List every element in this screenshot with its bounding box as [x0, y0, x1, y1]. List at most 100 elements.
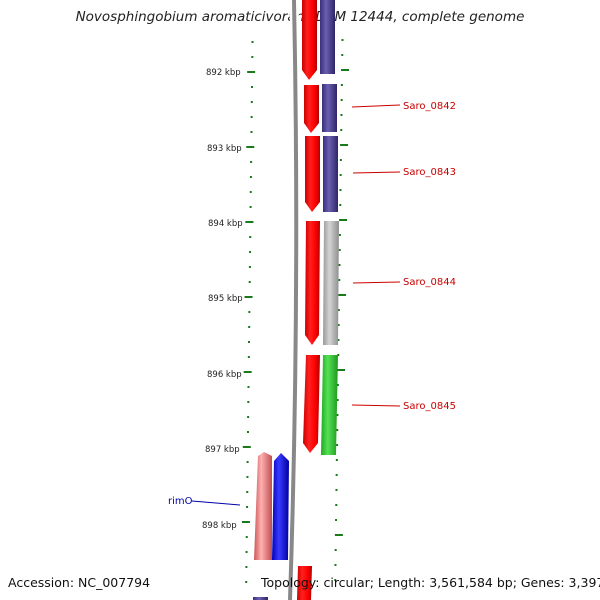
gene-feature-pink-rimo[interactable] — [254, 452, 272, 560]
scale-tick-left-27 — [242, 446, 251, 448]
scale-tick-right-11 — [339, 204, 342, 206]
scale-tick-left-32 — [241, 521, 250, 523]
scale-tick-right-22 — [337, 369, 346, 371]
scale-tick-left-34 — [245, 551, 248, 553]
scale-tick-left-24 — [247, 401, 250, 403]
scale-tick-left-9 — [249, 176, 252, 178]
gene-feature-reverse-saro-0842[interactable] — [322, 84, 337, 132]
scale-tick-right-7 — [340, 144, 349, 146]
scale-label-897: 897 kbp — [205, 445, 240, 455]
scale-tick-right-34 — [334, 549, 337, 551]
scale-tick-left-8 — [250, 161, 253, 163]
scale-label-895: 895 kbp — [208, 294, 243, 304]
gene-feature-forward-saro-0845[interactable] — [303, 355, 320, 453]
rimo-region-features — [253, 452, 289, 600]
scale-tick-right-27 — [336, 444, 339, 446]
scale-tick-left-13 — [249, 236, 252, 238]
genome-backbone — [285, 0, 301, 600]
scale-tick-right-16 — [338, 279, 341, 281]
reverse-strand-features — [320, 0, 339, 455]
scale-tick-right-12 — [339, 219, 348, 221]
gene-feature-forward-bottom[interactable] — [297, 566, 312, 600]
scale-tick-left-0 — [251, 41, 254, 43]
gene-label-leaders — [191, 104, 401, 506]
gene-feature-blue-rimo[interactable] — [272, 453, 289, 560]
scale-tick-left-14 — [249, 251, 252, 253]
scale-tick-left-7 — [246, 146, 255, 148]
scale-tick-right-28 — [335, 459, 338, 461]
scale-tick-right-10 — [339, 189, 342, 191]
scale-tick-left-6 — [250, 131, 253, 133]
gene-feature-forward-saro-0842[interactable] — [304, 85, 319, 133]
scale-tick-right-18 — [337, 309, 340, 311]
scale-tick-left-10 — [249, 191, 252, 193]
scale-tick-left-22 — [243, 371, 252, 373]
scale-tick-left-1 — [251, 56, 254, 58]
genome-summary-text: Topology: circular; Length: 3,561,584 bp… — [261, 575, 600, 590]
gene-feature-forward-saro-0843[interactable] — [305, 136, 320, 212]
scale-tick-right-2 — [341, 69, 350, 71]
scale-tick-right-24 — [336, 399, 339, 401]
gene-label-saro-0843[interactable]: Saro_0843 — [403, 167, 456, 178]
scale-tick-left-23 — [247, 386, 250, 388]
gene-feature-gray-saro-0844[interactable] — [323, 221, 339, 345]
scale-tick-left-19 — [248, 326, 251, 328]
scale-tick-right-6 — [340, 129, 343, 131]
scale-tick-left-35 — [245, 566, 248, 568]
scale-label-892: 892 kbp — [206, 68, 241, 78]
scale-label-898: 898 kbp — [202, 521, 237, 531]
scale-label-893: 893 kbp — [207, 144, 242, 154]
gene-feature-reverse-saro-0843[interactable] — [323, 136, 338, 212]
gene-feature-reverse-bottom[interactable] — [253, 597, 268, 600]
scale-tick-left-30 — [246, 491, 249, 493]
scale-tick-right-8 — [339, 159, 342, 161]
scale-tick-right-3 — [340, 84, 343, 86]
gene-feature-forward-1[interactable] — [302, 0, 317, 80]
scale-tick-right-9 — [339, 174, 342, 176]
gene-feature-forward-saro-0844[interactable] — [305, 221, 320, 345]
scale-tick-left-4 — [250, 101, 253, 103]
scale-tick-right-20 — [337, 339, 340, 341]
scale-tick-right-1 — [341, 54, 344, 56]
scale-tick-left-3 — [250, 86, 253, 88]
scale-tick-right-23 — [336, 384, 339, 386]
scale-tick-left-17 — [244, 296, 253, 298]
scale-tick-right-17 — [338, 294, 347, 296]
scale-tick-left-15 — [248, 266, 251, 268]
scale-tick-track-right — [334, 39, 350, 581]
scale-tick-right-25 — [336, 414, 339, 416]
scale-tick-left-21 — [247, 356, 250, 358]
scale-tick-right-35 — [334, 564, 337, 566]
gene-feature-green-saro-0845[interactable] — [321, 355, 338, 455]
scale-tick-left-12 — [245, 221, 254, 223]
scale-tick-right-30 — [335, 489, 338, 491]
scale-labels: 892 kbp 893 kbp 894 kbp 895 kbp 896 kbp … — [202, 68, 243, 531]
scale-tick-right-29 — [335, 474, 338, 476]
scale-tick-right-13 — [338, 234, 341, 236]
scale-tick-left-11 — [249, 206, 252, 208]
gene-feature-reverse-1[interactable] — [320, 0, 335, 74]
scale-tick-left-5 — [250, 116, 253, 118]
scale-tick-left-36 — [245, 581, 248, 583]
scale-tick-right-26 — [336, 429, 339, 431]
scale-tick-right-36 — [334, 579, 337, 581]
scale-tick-right-15 — [338, 264, 341, 266]
scale-tick-right-14 — [338, 249, 341, 251]
gene-label-rimo[interactable]: rimO — [168, 496, 193, 507]
scale-tick-left-20 — [248, 341, 251, 343]
gene-label-saro-0844[interactable]: Saro_0844 — [403, 277, 456, 288]
scale-tick-right-19 — [337, 324, 340, 326]
scale-tick-left-25 — [247, 416, 250, 418]
scale-tick-left-31 — [246, 506, 249, 508]
scale-label-896: 896 kbp — [207, 370, 242, 380]
gene-label-saro-0842[interactable]: Saro_0842 — [403, 101, 456, 112]
scale-tick-left-26 — [246, 431, 249, 433]
scale-tick-left-28 — [246, 461, 249, 463]
scale-tick-left-16 — [248, 281, 251, 283]
scale-tick-right-31 — [335, 504, 338, 506]
scale-tick-right-4 — [340, 99, 343, 101]
scale-tick-left-18 — [248, 311, 251, 313]
gene-label-saro-0845[interactable]: Saro_0845 — [403, 401, 456, 412]
